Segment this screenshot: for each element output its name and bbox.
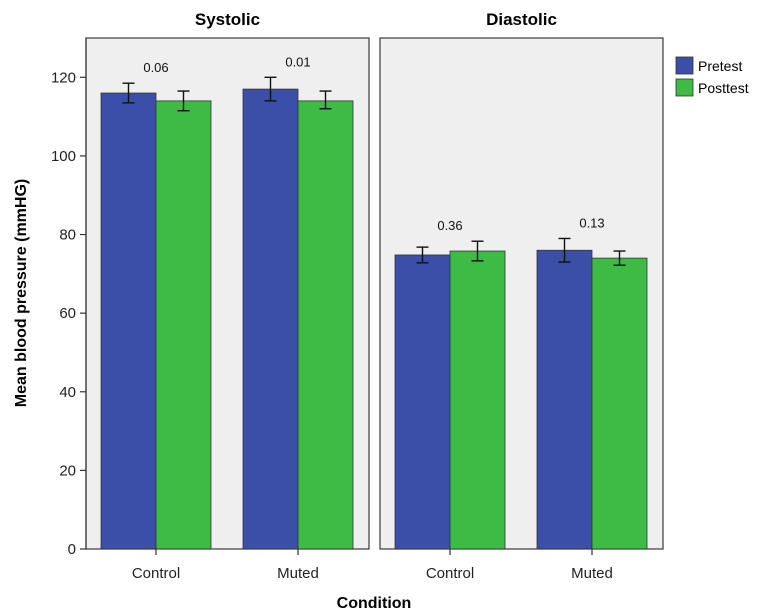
- x-tick-label: Control: [426, 565, 474, 582]
- legend-swatch-posttest: [675, 78, 694, 97]
- y-tick-label: 0: [68, 541, 76, 558]
- bar-diastolic-control-posttest: [449, 250, 506, 550]
- x-axis-title: Condition: [337, 595, 412, 612]
- legend-label-posttest: Posttest: [698, 80, 749, 96]
- bar-systolic-control-pretest: [100, 92, 157, 550]
- x-tick-label: Control: [132, 565, 180, 582]
- legend: Pretest Posttest: [675, 56, 749, 97]
- bar-diastolic-control-pretest: [394, 254, 451, 550]
- panel-title-systolic: Systolic: [195, 10, 260, 29]
- y-tick-label: 40: [59, 384, 76, 401]
- y-axis-title: Mean blood pressure (mmHG): [13, 179, 30, 407]
- y-tick-label: 80: [59, 227, 76, 244]
- bar-diastolic-muted-posttest: [591, 257, 648, 550]
- bar-diastolic-muted-pretest: [536, 249, 593, 550]
- y-tick-label: 60: [59, 305, 76, 322]
- bar-systolic-control-posttest: [155, 100, 212, 550]
- y-tick-label: 120: [51, 69, 76, 86]
- bar-systolic-muted-pretest: [242, 88, 299, 550]
- bars-group: 0.06 0.01 0.36 0.13: [100, 54, 648, 550]
- p-value-label: 0.36: [437, 218, 462, 233]
- legend-label-pretest: Pretest: [698, 58, 742, 74]
- x-axis-ticks: Control Muted Control Muted: [132, 549, 613, 582]
- p-value-label: 0.06: [143, 60, 168, 75]
- y-axis-ticks: 0 20 40 60 80 100 120: [51, 69, 86, 558]
- panel-title-diastolic: Diastolic: [486, 10, 557, 29]
- y-tick-label: 20: [59, 462, 76, 479]
- p-value-label: 0.13: [579, 215, 604, 230]
- x-tick-label: Muted: [277, 565, 319, 582]
- legend-swatch-pretest: [675, 56, 694, 75]
- y-tick-label: 100: [51, 148, 76, 165]
- x-tick-label: Muted: [571, 565, 613, 582]
- bar-systolic-muted-posttest: [297, 100, 354, 550]
- p-value-label: 0.01: [285, 54, 310, 69]
